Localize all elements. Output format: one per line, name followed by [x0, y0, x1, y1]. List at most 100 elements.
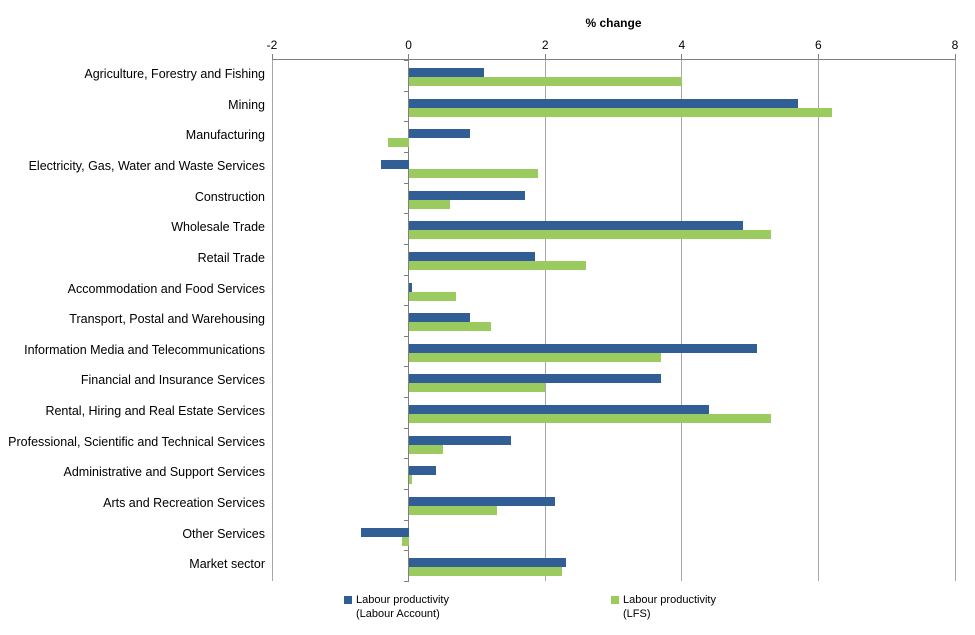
bar-lfs [408, 383, 546, 393]
legend-label-labour-account: Labour productivity (Labour Account) [356, 593, 449, 621]
category-label: Mining [228, 97, 265, 112]
bar-labour-account [408, 497, 556, 507]
bar-labour-account [408, 129, 471, 139]
bar-lfs [408, 322, 491, 332]
bar-lfs [408, 77, 682, 86]
bar-lfs [408, 352, 662, 362]
value-axis-tick-label: 0 [405, 38, 412, 52]
category-axis-tick [403, 274, 409, 276]
legend-label-line1: Labour productivity [356, 594, 449, 606]
category-label: Wholesale Trade [171, 220, 265, 235]
value-axis-tick [544, 54, 546, 60]
bar-labour-account [381, 159, 409, 169]
category-label: Transport, Postal and Warehousing [69, 312, 265, 327]
plot-area: -2 0 2 4 6 8 [267, 38, 958, 582]
chart-title: % change [585, 16, 642, 30]
category-label: Electricity, Gas, Water and Waste Servic… [28, 158, 265, 173]
category-axis-tick [403, 243, 409, 245]
category-label: Retail Trade [197, 250, 265, 265]
bar-labour-account [408, 558, 566, 568]
category-axis-tick [403, 151, 409, 153]
bar-lfs [408, 107, 833, 117]
legend-label-lfs: Labour productivity (LFS) [623, 593, 716, 621]
value-axis-tick-label: 6 [815, 38, 822, 52]
category-label: Construction [194, 189, 265, 204]
bar-labour-account [408, 405, 710, 415]
bar-lfs [408, 444, 443, 454]
category-axis-tick [403, 581, 409, 582]
bar-lfs [408, 506, 498, 516]
value-axis-tick [817, 54, 819, 60]
bar-labour-account [408, 374, 662, 384]
bar-lfs [388, 138, 409, 148]
category-axis-tick [403, 458, 409, 460]
bar-labour-account [408, 221, 744, 231]
gridline-4 [681, 60, 683, 581]
category-axis-tick [403, 121, 409, 123]
bar-labour-account [408, 313, 471, 323]
gridline--2 [271, 60, 273, 581]
category-label: Other Services [182, 526, 265, 541]
bar-lfs [408, 199, 450, 209]
bar-lfs [408, 567, 563, 577]
bar-labour-account [408, 435, 512, 445]
category-axis-tick [403, 305, 409, 307]
category-axis-labels: Agriculture, Forestry and Fishing Mining M… [0, 59, 268, 580]
value-axis-tick [681, 54, 683, 60]
category-axis-tick [403, 519, 409, 521]
legend-label-line1: Labour productivity [623, 594, 716, 606]
legend-label-line2: (LFS) [623, 608, 651, 620]
category-label: Rental, Hiring and Real Estate Services [45, 404, 265, 419]
category-axis-tick [403, 335, 409, 337]
gridline-2 [544, 60, 546, 581]
value-axis-tick [271, 54, 273, 60]
bar-lfs [408, 168, 539, 178]
bar-lfs [408, 260, 587, 270]
legend-label-line2: (Labour Account) [356, 608, 440, 620]
category-axis-tick [403, 427, 409, 429]
category-axis-tick [403, 213, 409, 215]
bar-lfs [401, 536, 409, 546]
category-label: Information Media and Telecommunications [24, 342, 265, 357]
gridline-8 [954, 60, 956, 581]
bar-labour-account [360, 527, 409, 537]
bar-labour-account [408, 343, 757, 353]
value-axis-tick [954, 54, 956, 60]
bar-lfs [408, 414, 771, 424]
category-label: Market sector [189, 557, 265, 572]
category-label: Professional, Scientific and Technical S… [8, 434, 265, 449]
bar-labour-account [408, 251, 535, 261]
gridline-6 [817, 60, 819, 581]
legend-item-lfs: Labour productivity (LFS) [611, 593, 716, 621]
category-axis-tick [403, 550, 409, 552]
value-axis-tick [408, 54, 410, 60]
category-label: Arts and Recreation Services [103, 496, 265, 511]
bar-labour-account [408, 190, 525, 200]
category-label: Agriculture, Forestry and Fishing [84, 67, 265, 81]
category-axis-tick [403, 60, 409, 61]
category-label: Manufacturing [185, 128, 265, 143]
value-axis-tick-label: 4 [678, 38, 686, 52]
bar-labour-account [408, 98, 798, 108]
bar-lfs [408, 475, 412, 485]
bar-labour-account [408, 282, 412, 292]
category-label: Administrative and Support Services [63, 465, 265, 480]
category-axis-tick [403, 182, 409, 184]
legend: Labour productivity (Labour Account) Lab… [0, 591, 975, 631]
category-label: Accommodation and Food Services [67, 281, 265, 296]
value-axis-tick-label: -2 [266, 38, 278, 52]
category-axis-tick [403, 489, 409, 491]
category-axis-tick [403, 366, 409, 368]
legend-item-labour-account: Labour productivity (Labour Account) [344, 593, 449, 621]
value-axis-tick-label: 2 [541, 38, 549, 52]
bar-labour-account [408, 466, 436, 476]
bar-labour-account [408, 68, 484, 77]
value-axis-tick-label: 8 [951, 38, 959, 52]
bar-lfs [408, 230, 771, 240]
category-axis-tick [403, 397, 409, 399]
legend-swatch-lfs-icon [611, 596, 619, 604]
bar-lfs [408, 291, 457, 301]
legend-swatch-labour-account-icon [344, 596, 352, 604]
category-label: Financial and Insurance Services [80, 373, 265, 388]
